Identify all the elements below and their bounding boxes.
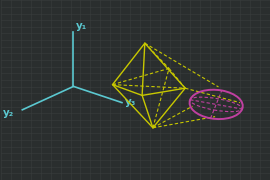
Text: y₂: y₂ (3, 108, 14, 118)
Text: y₃: y₃ (125, 97, 136, 107)
Text: y₁: y₁ (76, 21, 87, 31)
